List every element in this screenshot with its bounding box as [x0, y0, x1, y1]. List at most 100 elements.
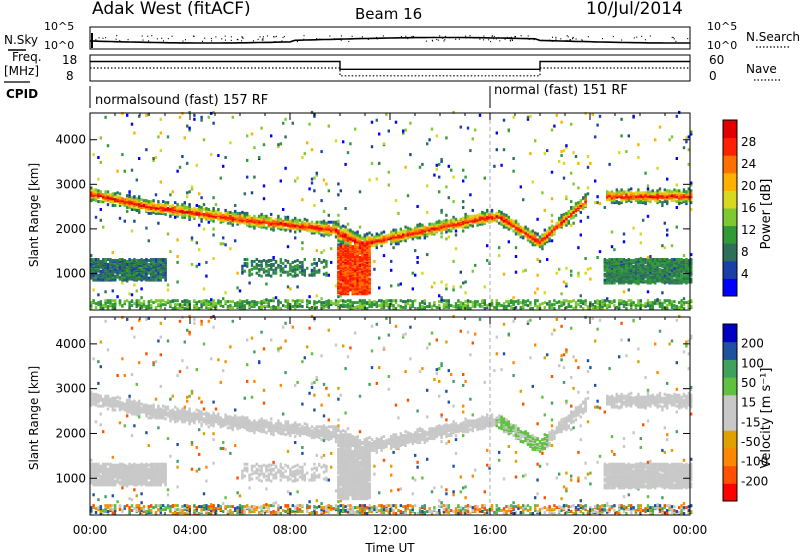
power-echo-cell — [97, 260, 100, 264]
power-echo-cell — [560, 301, 563, 305]
power-echo-cell — [399, 282, 402, 286]
power-echo-cell — [284, 305, 287, 308]
nsearch-point — [215, 36, 217, 38]
power-echo-cell — [92, 277, 95, 281]
power-echo-cell — [368, 277, 371, 281]
power-echo-cell — [577, 271, 580, 275]
power-echo-cell — [363, 240, 366, 244]
power-echo-cell — [634, 304, 638, 308]
power-echo-cell — [462, 306, 465, 309]
power-echo-cell — [99, 259, 102, 263]
power-echo-cell — [260, 306, 263, 309]
power-echo-cell — [178, 165, 182, 169]
power-echo-cell — [94, 195, 98, 199]
power-echo-cell — [298, 264, 302, 268]
power-echo-cell — [510, 218, 513, 222]
power-echo-cell — [253, 300, 256, 304]
power-echo-cell — [411, 287, 414, 291]
power-echo-cell — [171, 204, 174, 207]
nsearch-label: N.Search — [746, 30, 800, 44]
power-echo-cell — [145, 272, 148, 276]
power-echo-cell — [164, 262, 167, 266]
power-echo-cell — [452, 288, 455, 292]
power-echo-cell — [337, 243, 340, 247]
power-echo-cell — [202, 227, 206, 231]
power-echo-cell — [349, 231, 352, 235]
power-echo-cell — [296, 302, 299, 306]
power-echo-cell — [634, 258, 638, 261]
power-echo-cell — [133, 270, 136, 274]
power-echo-cell — [272, 256, 275, 259]
power-echo-cell — [157, 273, 160, 277]
power-echo-cell — [111, 289, 114, 293]
power-echo-cell — [462, 281, 465, 285]
power-echo-cell — [320, 233, 323, 237]
power-echo-cell — [510, 220, 513, 224]
power-echo-cell — [174, 201, 177, 205]
power-echo-cell — [142, 303, 146, 307]
power-echo-cell — [567, 212, 570, 216]
nsearch-point — [282, 36, 284, 39]
power-echo-cell — [186, 161, 189, 165]
power-echo-cell — [454, 229, 458, 233]
power-echo-cell — [322, 301, 326, 305]
nsearch-point — [621, 39, 623, 41]
nsearch-point — [528, 38, 530, 40]
power-echo-cell — [190, 236, 194, 240]
power-echo-cell — [248, 222, 251, 226]
power-echo-cell — [346, 230, 350, 234]
power-echo-cell — [613, 201, 616, 205]
power-echo-cell — [104, 258, 107, 261]
power-echo-cell — [337, 303, 340, 307]
power-echo-cell — [378, 132, 381, 136]
power-echo-cell — [246, 299, 249, 303]
power-echo-cell — [135, 270, 138, 274]
power-echo-cell — [606, 264, 609, 268]
nsearch-point — [141, 35, 143, 37]
power-echo-cell — [426, 210, 429, 214]
power-echo-cell — [582, 300, 585, 304]
power-echo-cell — [646, 187, 650, 191]
power-echo-cell — [351, 280, 354, 284]
power-echo-cell — [104, 276, 107, 280]
power-echo-cell — [512, 115, 515, 119]
power-echo-cell — [337, 239, 340, 243]
power-echo-cell — [334, 302, 338, 306]
nsearch-point — [236, 38, 238, 41]
nsearch-point — [509, 39, 511, 41]
power-echo-cell — [219, 300, 222, 304]
power-echo-cell — [111, 268, 114, 272]
power-echo-cell — [421, 223, 424, 227]
power-echo-cell — [421, 228, 424, 232]
power-echo-cell — [219, 211, 222, 215]
power-echo-cell — [512, 157, 515, 160]
power-echo-cell — [238, 289, 242, 293]
power-echo-cell — [577, 246, 580, 250]
power-echo-cell — [207, 300, 210, 304]
power-echo-cell — [152, 210, 155, 214]
power-echo-cell — [315, 220, 318, 224]
power-echo-cell — [363, 274, 366, 278]
nsearch-point — [479, 38, 481, 40]
power-echo-cell — [234, 215, 237, 219]
power-echo-cell — [531, 232, 534, 236]
power-echo-cell — [354, 283, 357, 287]
power-echo-cell — [325, 303, 328, 307]
power-echo-cell — [620, 271, 623, 275]
nsearch-point — [510, 36, 512, 38]
power-echo-cell — [596, 195, 599, 199]
power-echo-cell — [152, 271, 155, 275]
power-echo-cell — [162, 299, 165, 303]
power-echo-cell — [99, 160, 102, 164]
power-echo-cell — [553, 124, 556, 128]
beam-title: Beam 16 — [355, 5, 422, 23]
power-echo-cell — [145, 307, 148, 310]
power-echo-cell — [284, 228, 287, 232]
power-echo-cell — [478, 212, 482, 216]
power-echo-cell — [267, 299, 270, 303]
power-echo-cell — [262, 217, 266, 221]
power-echo-cell — [159, 272, 162, 276]
power-echo-cell — [157, 208, 160, 212]
power-echo-cell — [243, 215, 246, 219]
power-echo-cell — [255, 266, 258, 270]
